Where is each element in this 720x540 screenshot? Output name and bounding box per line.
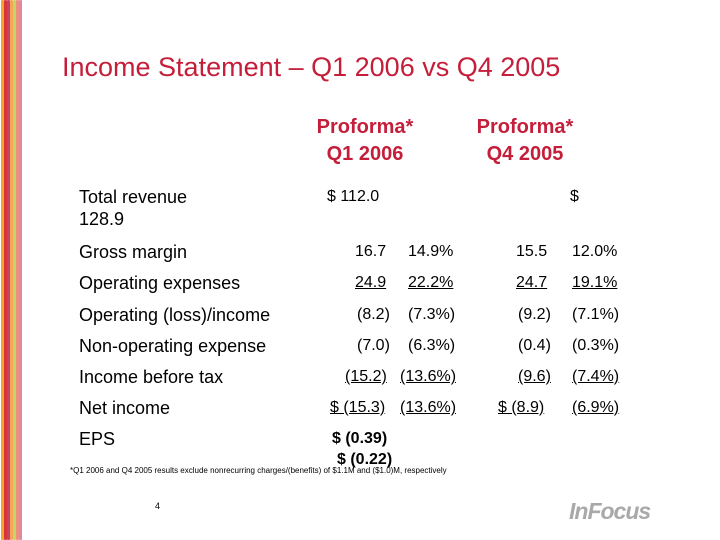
operating-expenses-q1-percent: 22.2% [408,274,454,291]
net-income-label: Net income [79,398,171,418]
decorative-stripe [19,0,22,540]
operating-loss-q4-value: (9.2) [518,306,551,323]
non-operating-q4-percent: (0.3%) [572,337,620,354]
non-operating-q1-value: (7.0) [357,337,390,354]
income-before-tax-label: Income before tax [79,367,224,387]
total-revenue-q1-value: $ 112.0 [327,188,380,205]
gross-margin-q1-percent: 14.9% [408,243,454,260]
net-income-q4-percent: (6.9%) [572,399,620,416]
total-revenue-q4-currency: $ [570,188,579,205]
gross-margin-q4-percent: 12.0% [572,243,618,260]
net-income-q1-value: $ (15.3) [330,399,386,416]
total-revenue-label: Total revenue [79,187,188,207]
income-before-tax-q1-percent: (13.6%) [400,368,457,385]
operating-expenses-q1-value: 24.9 [355,274,387,291]
operating-loss-label: Operating (loss)/income [79,305,271,325]
column-header-q1-line1: Proforma* [316,116,414,138]
gross-margin-label: Gross margin [79,242,188,262]
gross-margin-q4-value: 15.5 [516,243,548,260]
net-income-q1-percent: (13.6%) [400,399,457,416]
gross-margin-q1-value: 16.7 [355,243,387,260]
decorative-stripe [4,0,7,540]
income-before-tax-q4-value: (9.6) [518,368,551,385]
column-header-q4-2005: Proforma* Q4 2005 [460,114,590,168]
eps-q4-value: $ (0.22) [337,451,393,468]
non-operating-q4-value: (0.4) [518,337,551,354]
column-header-q1-2006: Proforma* Q1 2006 [300,114,430,168]
income-before-tax-q1-value: (15.2) [345,368,387,385]
decorative-stripe [13,0,16,540]
eps-q1-value: $ (0.39) [332,430,388,447]
infocus-logo: InFocus [569,498,651,524]
column-header-q4-line1: Proforma* [476,116,574,138]
operating-loss-q4-percent: (7.1%) [572,306,620,323]
column-header-q4-line2: Q4 2005 [486,143,564,165]
decorative-stripe [7,0,10,540]
operating-expenses-q4-value: 24.7 [516,274,548,291]
eps-label: EPS [79,429,116,449]
operating-loss-q1-value: (8.2) [357,306,390,323]
income-before-tax-q4-percent: (7.4%) [572,368,620,385]
decorative-stripe [16,0,19,540]
footnote: *Q1 2006 and Q4 2005 results exclude non… [70,466,447,475]
decorative-stripe [10,0,13,540]
total-revenue-q4-amount: 128.9 [79,209,125,229]
operating-expenses-q4-percent: 19.1% [572,274,618,291]
page-number: 4 [155,501,161,511]
column-header-q1-line2: Q1 2006 [326,143,404,165]
decorative-stripe [1,0,4,540]
operating-expenses-label: Operating expenses [79,273,241,293]
non-operating-expense-label: Non-operating expense [79,336,267,356]
net-income-q4-value: $ (8.9) [498,399,545,416]
non-operating-q1-percent: (6.3%) [408,337,456,354]
page-title: Income Statement – Q1 2006 vs Q4 2005 [62,52,561,82]
decorative-stripes [0,0,26,540]
operating-loss-q1-percent: (7.3%) [408,306,456,323]
